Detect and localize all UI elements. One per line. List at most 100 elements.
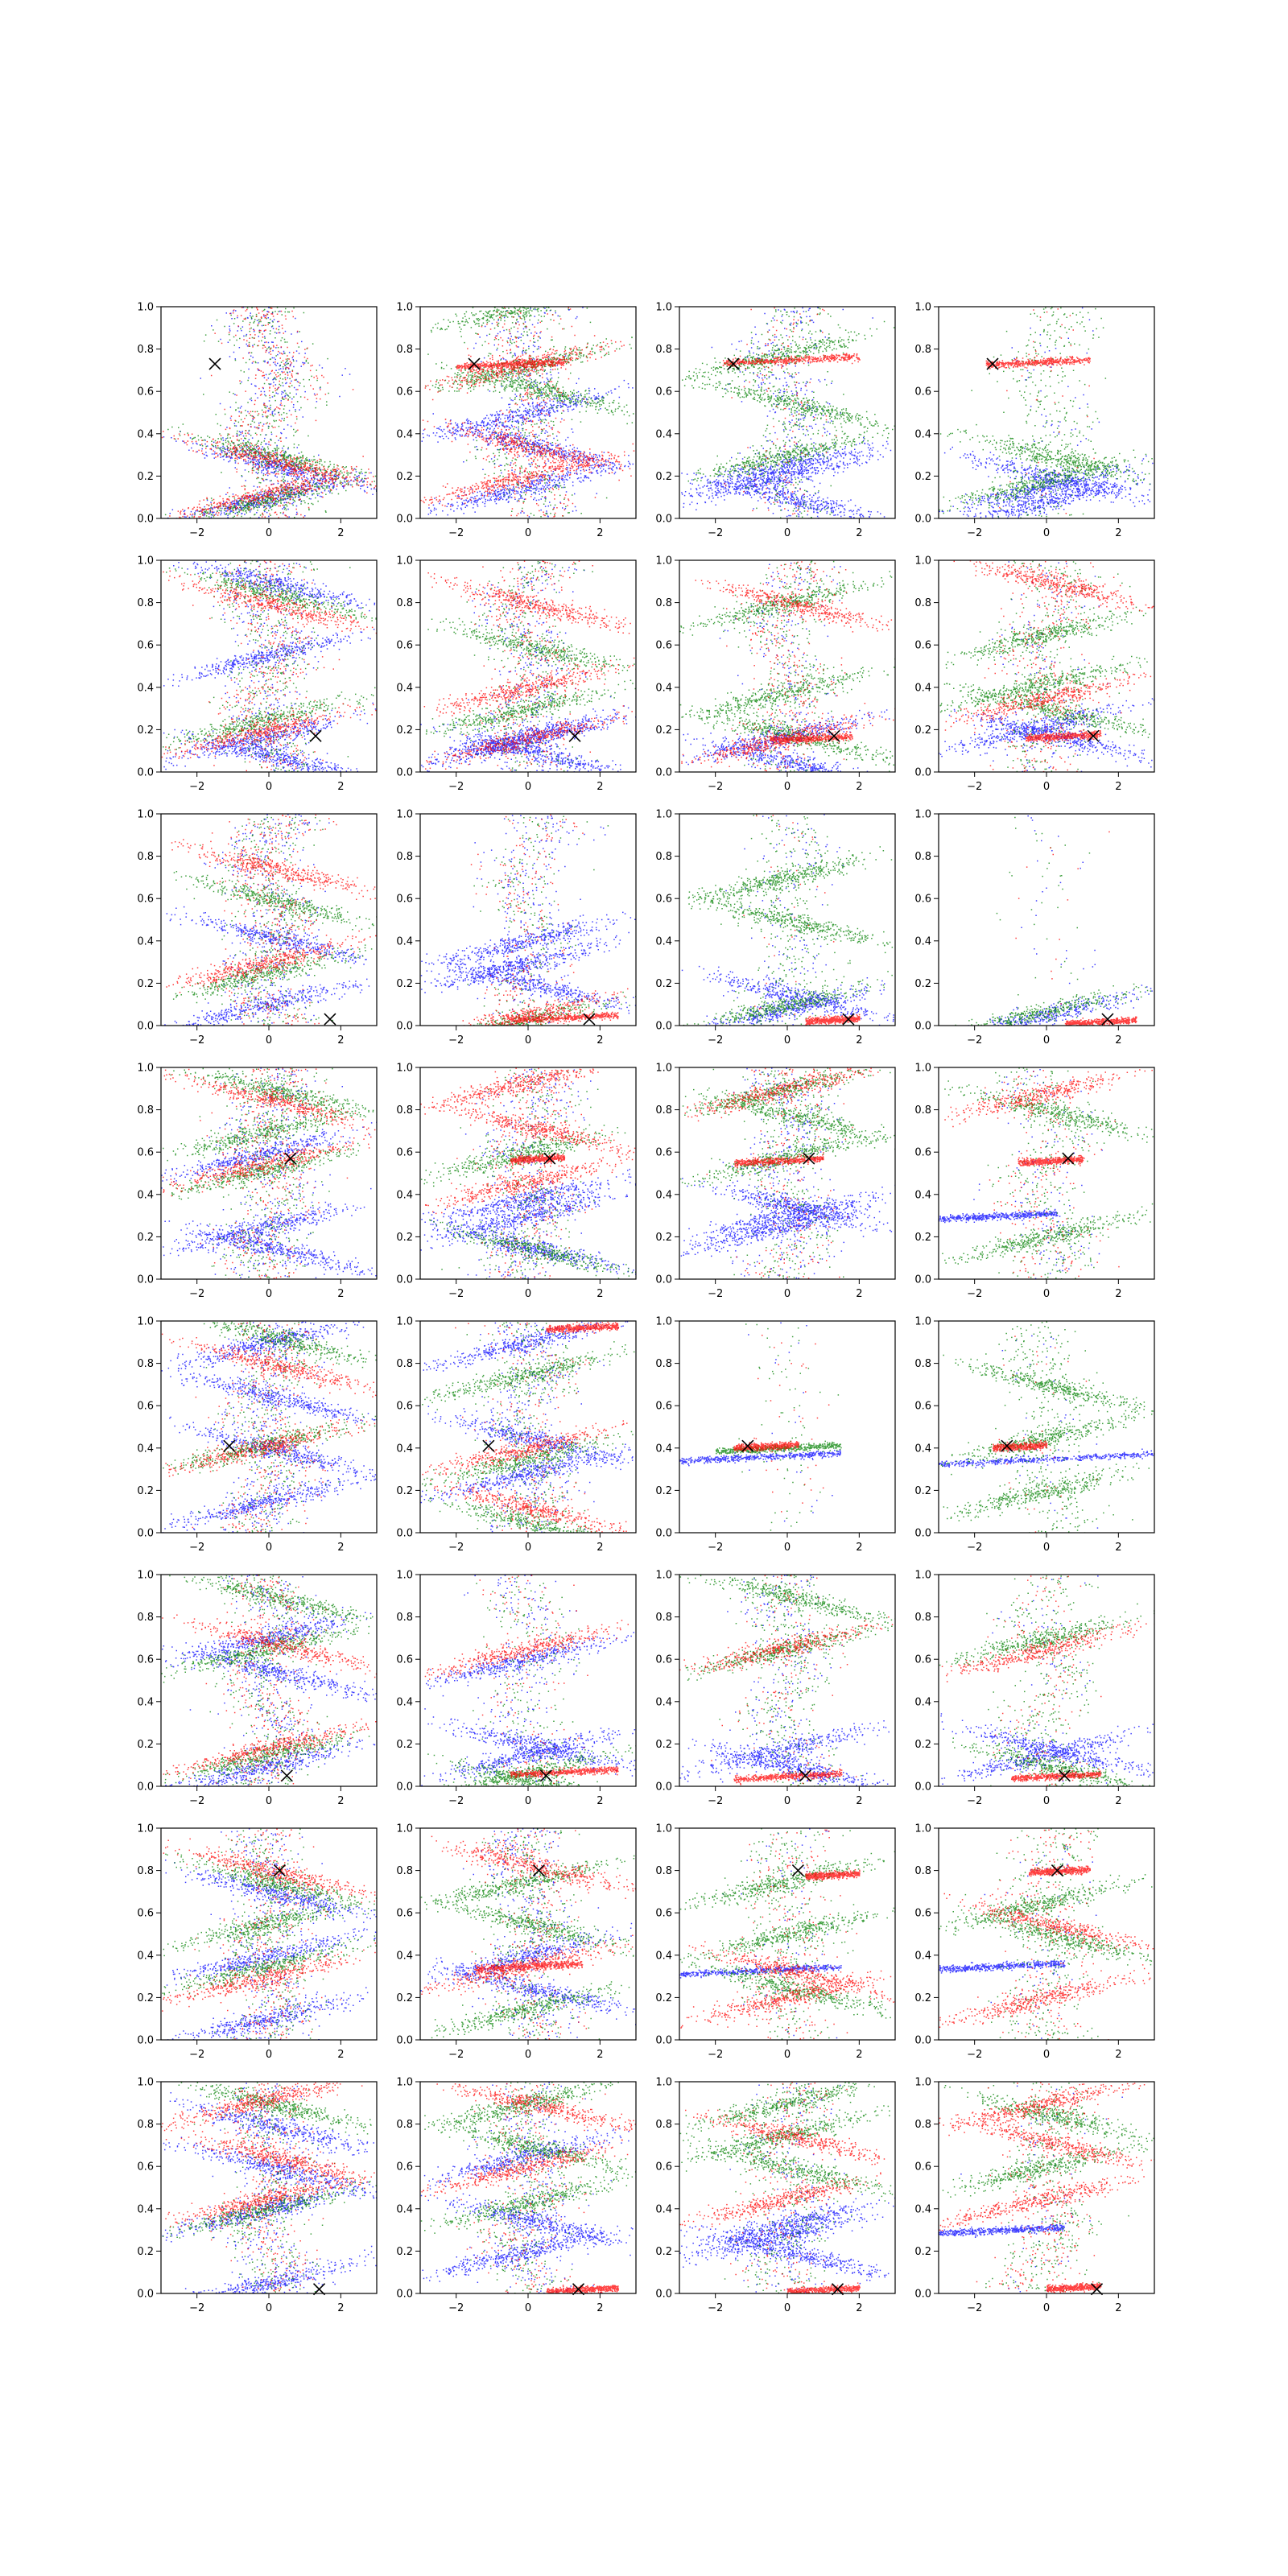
- axes-frame: [939, 1321, 1154, 1533]
- y-tick-label: 0.4: [396, 428, 413, 440]
- y-tick-label: 0.4: [914, 1696, 931, 1708]
- y-tick-label: 0.6: [137, 894, 154, 906]
- y-tick-label: 1.0: [396, 1063, 413, 1075]
- green-points: [942, 1067, 1154, 1280]
- blue-series: [163, 307, 378, 519]
- subplot-r1-c4: −2 0 20.00.20.40.60.81.0: [914, 302, 1154, 540]
- x-tick-label: 0: [784, 1034, 791, 1046]
- x-marker: [483, 1440, 494, 1451]
- y-tick-label: 0.4: [914, 428, 931, 440]
- y-tick-label: 0.0: [396, 2035, 413, 2047]
- y-tick-label: 0.2: [914, 2246, 931, 2258]
- green-points: [163, 1829, 378, 2041]
- y-tick-label: 0.4: [396, 1950, 413, 1962]
- x-tick-label: 2: [597, 1795, 603, 1807]
- blue-points: [679, 2083, 895, 2295]
- y-tick-label: 0.8: [396, 344, 413, 356]
- subplot-r2-c4: −2 0 20.00.20.40.60.81.0: [914, 555, 1155, 794]
- scatter-points: [679, 1575, 896, 1787]
- subplot-r5-c2: −2 0 20.00.20.40.60.81.0: [396, 1316, 636, 1554]
- green-points: [421, 1829, 635, 2041]
- red-points: [161, 2083, 375, 2292]
- subplot-r8-c1: −2 0 20.00.20.40.60.81.0: [137, 2077, 377, 2315]
- y-tick-label: 0.4: [396, 1443, 413, 1455]
- y-tick-label: 1.0: [396, 1823, 413, 1835]
- x-tick-label: 0: [266, 1795, 272, 1807]
- x-tick-label: 0: [1043, 2302, 1050, 2314]
- axes-frame: [420, 1575, 636, 1786]
- scatter-points: [679, 1828, 896, 2041]
- x-tick-label: 2: [1115, 1034, 1121, 1046]
- green-points: [163, 1321, 377, 1534]
- x-tick-label: 0: [525, 1795, 531, 1807]
- y-tick-label: 0.6: [914, 1908, 931, 1920]
- y-tick-label: 0.2: [655, 1232, 672, 1244]
- y-tick-label: 0.8: [914, 851, 931, 863]
- y-tick-label: 1.0: [137, 1570, 154, 1582]
- blue-series: [939, 308, 1153, 520]
- y-tick-label: 0.8: [655, 1865, 672, 1877]
- y-tick-label: 0.8: [396, 1612, 413, 1624]
- y-tick-label: 0.2: [396, 978, 413, 990]
- y-tick-label: 0.8: [655, 597, 672, 609]
- x-tick-label: 2: [856, 781, 862, 793]
- y-tick-label: 0.0: [655, 1781, 672, 1794]
- scatter-points: [420, 560, 637, 773]
- red-series: [425, 1575, 629, 1784]
- x-tick-label: −2: [708, 1034, 723, 1046]
- green-series: [163, 1321, 377, 1534]
- x-tick-label: −2: [448, 1034, 464, 1046]
- y-tick-label: 0.8: [914, 1612, 931, 1624]
- y-tick-label: 0.4: [396, 935, 413, 947]
- green-series: [955, 817, 1151, 1027]
- x-tick-label: 0: [784, 1288, 791, 1300]
- x-tick-label: 2: [1115, 1795, 1121, 1807]
- y-tick-label: 0.2: [655, 2246, 672, 2258]
- green-series: [680, 1067, 896, 1280]
- y-tick-label: 1.0: [914, 302, 931, 314]
- x-tick-label: −2: [448, 2049, 464, 2061]
- scatter-points: [939, 1828, 1155, 2041]
- scatter-points: [679, 561, 895, 774]
- x-tick-label: 0: [525, 527, 531, 539]
- blue-series: [940, 1575, 1155, 1785]
- subplot-r1-c2: −2 0 20.00.20.40.60.81.0: [396, 302, 637, 540]
- red-series: [162, 1575, 378, 1786]
- x-tick-label: 2: [597, 2049, 603, 2061]
- red-points: [944, 1069, 1153, 1280]
- x-tick-label: −2: [708, 781, 723, 793]
- y-tick-label: 0.6: [396, 2161, 413, 2174]
- blue-series: [939, 1335, 1155, 1529]
- y-tick-label: 0.0: [655, 2035, 672, 2047]
- y-tick-label: 0.2: [396, 1739, 413, 1751]
- y-tick-label: 0.6: [914, 1654, 931, 1666]
- x-marker: [310, 730, 321, 741]
- y-tick-label: 0.2: [914, 1232, 931, 1244]
- red-series: [680, 2082, 896, 2294]
- blue-series: [421, 815, 637, 1024]
- red-series: [161, 2083, 375, 2292]
- y-tick-label: 0.6: [396, 1147, 413, 1159]
- subplot-r4-c1: −2 0 20.00.20.40.60.81.0: [137, 1063, 377, 1301]
- y-tick-label: 0.8: [914, 1358, 931, 1370]
- y-tick-label: 0.2: [655, 1739, 672, 1751]
- x-tick-label: 2: [337, 1795, 344, 1807]
- subplot-r1-c1: −2 0 20.00.20.40.60.81.0: [137, 302, 378, 540]
- green-series: [421, 1069, 637, 1280]
- blue-points: [939, 1335, 1155, 1529]
- y-tick-label: 1.0: [914, 2077, 931, 2089]
- y-tick-label: 0.6: [396, 1654, 413, 1666]
- green-series: [421, 1829, 635, 2041]
- subplot-r8-c2: −2 0 20.00.20.40.60.81.0: [396, 2077, 636, 2315]
- y-tick-label: 0.0: [914, 2289, 931, 2301]
- x-tick-label: −2: [967, 1288, 982, 1300]
- x-tick-label: −2: [448, 1288, 464, 1300]
- y-tick-label: 0.8: [396, 1865, 413, 1877]
- x-tick-label: 0: [1043, 781, 1050, 793]
- green-series: [680, 1828, 897, 2041]
- y-tick-label: 0.4: [914, 2203, 931, 2215]
- subplot-r6-c4: −2 0 20.00.20.40.60.81.0: [914, 1570, 1155, 1808]
- y-tick-label: 0.6: [137, 1147, 154, 1159]
- x-tick-label: 0: [1043, 1034, 1050, 1046]
- x-tick-label: −2: [448, 2302, 464, 2314]
